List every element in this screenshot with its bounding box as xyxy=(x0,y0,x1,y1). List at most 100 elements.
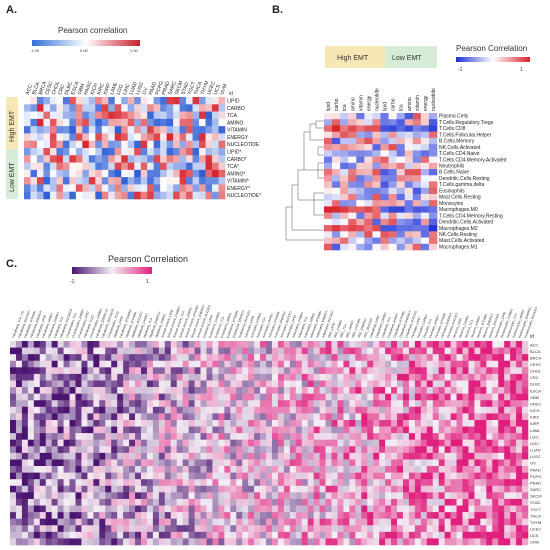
panel-a-row-label: LIPID* xyxy=(227,149,242,155)
panel-c-cell xyxy=(260,538,267,546)
panel-c-cell xyxy=(81,406,88,414)
panel-c-cell xyxy=(522,485,529,493)
panel-c-cell xyxy=(438,400,445,408)
panel-c-cell xyxy=(15,512,23,519)
panel-c-cell xyxy=(27,498,35,506)
panel-c-cell xyxy=(10,393,17,401)
panel-c-cell xyxy=(504,525,511,533)
panel-a-col-label: KICH xyxy=(90,82,100,96)
panel-c-cell xyxy=(176,400,183,408)
panel-c-cell xyxy=(200,426,207,434)
panel-c-cell xyxy=(498,538,505,546)
panel-a-cell xyxy=(192,162,200,171)
panel-c-cell xyxy=(111,531,118,539)
panel-c-cell xyxy=(373,512,380,519)
panel-a-cell xyxy=(114,162,122,171)
panel-c-cell xyxy=(39,452,47,460)
panel-c-cell xyxy=(188,479,195,487)
panel-c-cell xyxy=(123,525,130,533)
panel-c-cell xyxy=(63,400,70,408)
panel-b-cell xyxy=(428,218,438,226)
panel-c-cell xyxy=(283,505,291,513)
panel-a-cell xyxy=(179,104,187,112)
panel-c-cell xyxy=(295,479,303,487)
panel-c-cell xyxy=(10,360,17,368)
panel-c-cell xyxy=(21,426,29,434)
panel-c-cell xyxy=(105,459,112,467)
panel-c-cell xyxy=(313,525,320,533)
panel-c-cell xyxy=(266,518,273,526)
panel-c-cell xyxy=(373,518,380,526)
panel-c-cell xyxy=(164,406,172,414)
panel-c-cell xyxy=(45,505,52,513)
panel-a-cell xyxy=(212,169,219,178)
panel-b-cell xyxy=(428,237,438,245)
panel-c-cell xyxy=(438,479,445,487)
panel-c-cell xyxy=(248,531,255,539)
panel-b-cell xyxy=(356,156,365,164)
panel-c-cell xyxy=(200,452,207,460)
panel-c-cell xyxy=(176,492,183,500)
panel-a-cell xyxy=(95,169,103,178)
panel-c-cell xyxy=(45,426,52,434)
panel-c-cell xyxy=(289,538,297,546)
panel-c-cell xyxy=(93,505,100,513)
panel-c-cell xyxy=(39,485,47,493)
panel-a-cell xyxy=(166,104,174,112)
panel-c-cell xyxy=(182,479,189,487)
panel-c-col-label: MSC_CARBO xyxy=(333,318,343,338)
panel-c-cell xyxy=(194,347,201,355)
panel-c-cell xyxy=(486,341,493,348)
panel-c-cell xyxy=(277,419,285,427)
panel-c-cell xyxy=(337,485,344,493)
panel-c-cell xyxy=(355,452,362,460)
panel-c-cell xyxy=(188,505,195,513)
panel-c-cell xyxy=(266,459,273,467)
panel-c-cell xyxy=(486,433,493,441)
panel-c-cell xyxy=(397,459,404,467)
panel-c-cell xyxy=(224,387,231,394)
panel-c-cell xyxy=(438,380,445,388)
panel-a-cell xyxy=(192,126,200,134)
panel-c-cell xyxy=(111,380,118,388)
panel-c-cell xyxy=(385,525,392,533)
panel-c-cell xyxy=(21,387,29,394)
panel-b-cell xyxy=(404,162,414,170)
panel-a-cell xyxy=(147,184,154,193)
panel-c-cell xyxy=(194,505,201,513)
panel-c-cell xyxy=(176,505,183,513)
panel-b-cell xyxy=(324,225,333,232)
panel-c-cell xyxy=(486,512,493,519)
panel-c-cell xyxy=(158,518,166,526)
panel-c-cell xyxy=(480,347,487,355)
panel-a-cell xyxy=(186,126,193,134)
panel-a-cell xyxy=(199,104,206,112)
panel-c-cell xyxy=(301,538,309,546)
panel-c-cell xyxy=(87,380,94,388)
panel-b-cell xyxy=(404,144,414,151)
panel-c-cell xyxy=(135,439,142,447)
panel-c-cell xyxy=(164,413,172,421)
panel-c-cell xyxy=(432,373,439,381)
panel-c-cell xyxy=(51,413,58,421)
panel-c-cell xyxy=(414,466,422,473)
panel-c-cell xyxy=(242,341,249,348)
panel-c-cell xyxy=(69,439,76,447)
panel-c-cell xyxy=(206,472,213,480)
panel-c-cell xyxy=(397,347,404,355)
panel-c-cell xyxy=(230,347,237,355)
panel-c-cell xyxy=(438,360,445,368)
panel-c-cell xyxy=(474,466,481,473)
panel-c-cell xyxy=(63,380,70,388)
panel-c-cell xyxy=(146,479,154,487)
panel-c-cell xyxy=(87,485,94,493)
panel-a-cell xyxy=(101,148,109,156)
panel-c-cell xyxy=(188,419,195,427)
panel-c-cell xyxy=(402,354,410,362)
panel-c-cell xyxy=(140,492,148,500)
panel-c-cell xyxy=(498,479,505,487)
panel-c-cell xyxy=(367,426,374,434)
panel-c-cell xyxy=(129,439,136,447)
panel-b-cell xyxy=(380,243,389,251)
panel-b-cell xyxy=(372,181,381,189)
